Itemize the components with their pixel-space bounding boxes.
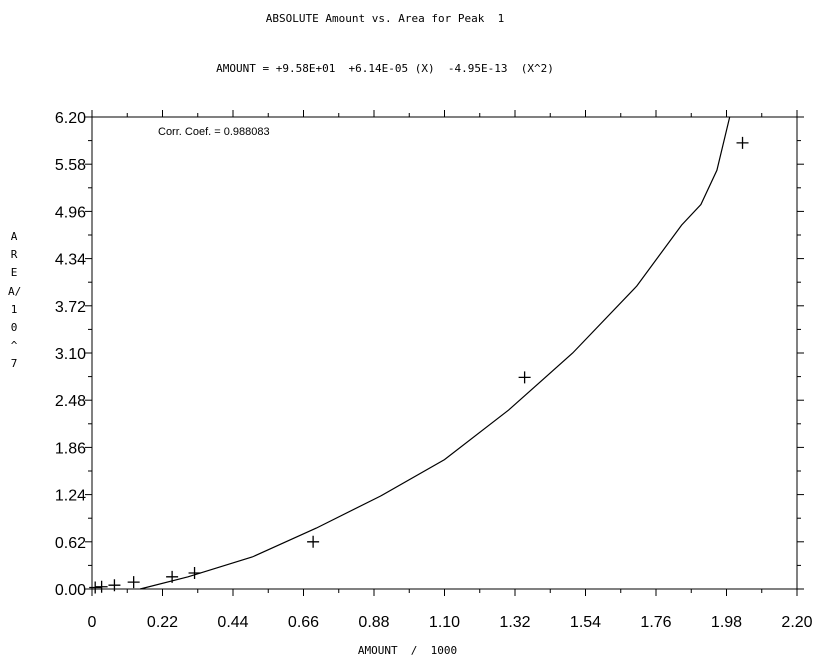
x-axis-label: AMOUNT / 1000 [357,644,458,657]
y-tick-label: 4.34 [55,252,86,269]
y-axis-label: AREA/10^7 [8,230,22,371]
y-tick-label: 3.72 [55,299,86,316]
data-point [89,581,102,594]
y-tick-label: 0.00 [55,582,86,599]
chart-title: ABSOLUTE Amount vs. Area for Peak 1 [265,12,505,25]
data-point [188,567,201,580]
y-tick-label: 1.86 [55,440,86,457]
corr-coef-annotation: Corr. Coef. = 0.988083 [158,126,270,138]
data-point [166,570,179,583]
x-tick-label: 0.44 [217,614,248,631]
plot-frame [91,116,798,590]
y-tick-label: 2.48 [55,393,86,410]
x-tick-label: 1.54 [570,614,601,631]
data-point [518,371,531,384]
fit-curve [139,116,731,590]
x-tick-label: 1.98 [711,614,742,631]
y-tick-label: 0.62 [55,535,86,552]
x-tick-label: 0 [88,614,97,631]
x-tick-label: 2.20 [781,614,812,631]
y-tick-label: 1.24 [55,488,86,505]
y-tick-label: 3.10 [55,346,86,363]
x-tick-label: 0.22 [147,614,178,631]
y-tick-label: 5.58 [55,157,86,174]
x-tick-label: 1.76 [640,614,671,631]
data-point [108,579,121,592]
data-point [127,576,140,589]
data-point [95,580,108,593]
data-point [307,535,320,548]
chart-subtitle: AMOUNT = +9.58E+01 +6.14E-05 (X) -4.95E-… [216,62,554,75]
x-tick-label: 1.32 [499,614,530,631]
y-tick-label: 6.20 [55,110,86,127]
data-point [736,136,749,149]
x-tick-label: 0.66 [288,614,319,631]
y-tick-label: 4.96 [55,204,86,221]
x-tick-label: 1.10 [429,614,460,631]
x-tick-label: 0.88 [358,614,389,631]
